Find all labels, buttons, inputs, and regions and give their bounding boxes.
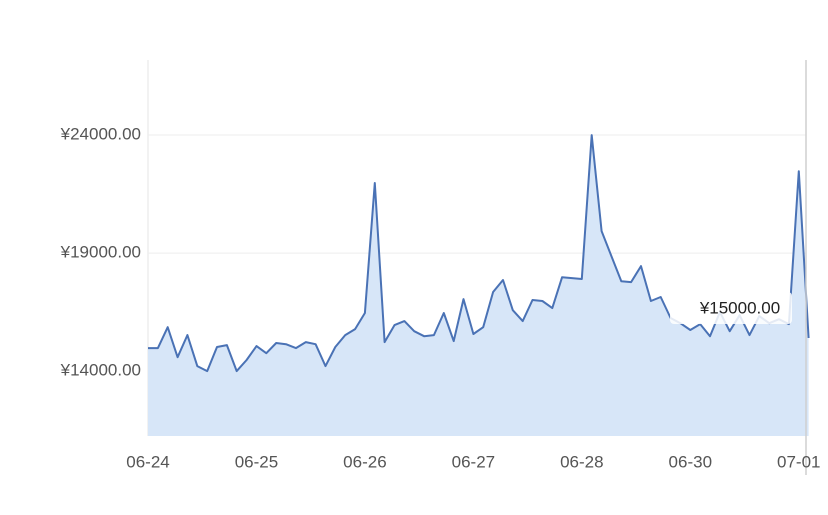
x-tick-label: 06-25 <box>235 452 278 471</box>
area-fill <box>148 135 809 436</box>
tooltip-box <box>670 292 792 324</box>
x-tick-label: 06-27 <box>452 452 495 471</box>
x-tick-label: 06-26 <box>343 452 386 471</box>
x-tick-label: 07-01 <box>777 452 820 471</box>
y-tick-label: ¥14000.00 <box>60 361 141 380</box>
tooltip-text: ¥15000.00 <box>699 298 780 317</box>
x-tick-label: 06-24 <box>126 452 169 471</box>
x-tick-label: 06-30 <box>669 452 712 471</box>
y-tick-label: ¥24000.00 <box>60 125 141 144</box>
line <box>148 134 810 373</box>
x-tick-label: 06-28 <box>560 452 603 471</box>
y-tick-label: ¥19000.00 <box>60 243 141 262</box>
